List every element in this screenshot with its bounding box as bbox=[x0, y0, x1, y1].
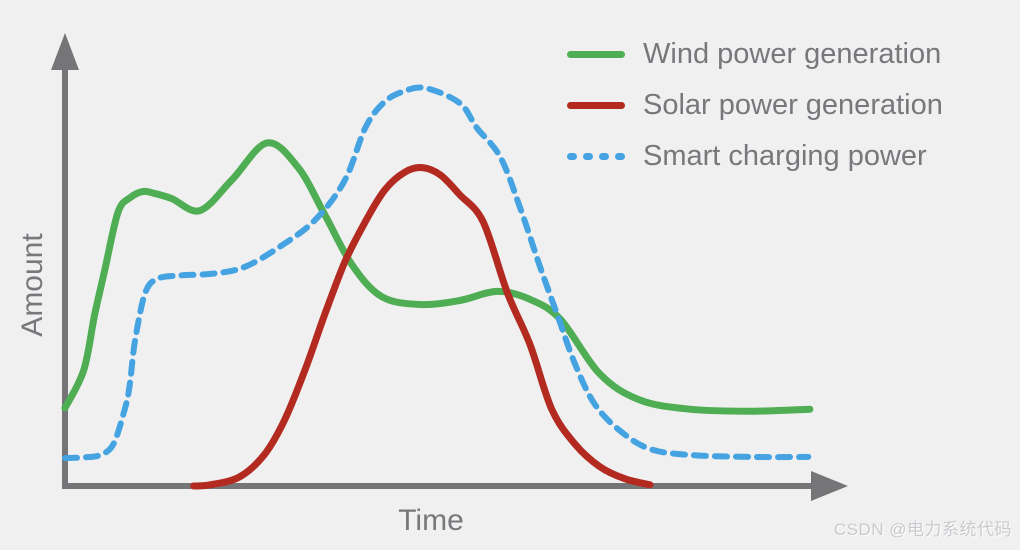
legend: Wind power generation Solar power genera… bbox=[567, 37, 943, 190]
x-axis-label: Time bbox=[398, 504, 464, 537]
legend-label-wind: Wind power generation bbox=[643, 37, 942, 70]
legend-item-charging: Smart charging power bbox=[567, 139, 943, 173]
watermark: CSDN @电力系统代码 bbox=[833, 520, 1012, 539]
legend-item-wind: Wind power generation bbox=[567, 37, 943, 71]
solar-line-swatch-icon bbox=[567, 101, 625, 109]
smart-charging-curve bbox=[62, 84, 812, 462]
wind-line-swatch-icon bbox=[567, 50, 625, 58]
legend-label-charging: Smart charging power bbox=[643, 139, 927, 172]
solar-power-curve bbox=[190, 163, 654, 490]
y-axis-arrow-icon bbox=[51, 33, 79, 70]
legend-item-solar: Solar power generation bbox=[567, 88, 943, 122]
axes bbox=[51, 33, 848, 501]
wind-power-curve bbox=[61, 139, 814, 415]
charging-dashed-swatch-icon bbox=[567, 152, 625, 160]
x-axis-arrow-icon bbox=[811, 471, 848, 501]
y-axis-label: Amount bbox=[16, 233, 49, 337]
legend-label-solar: Solar power generation bbox=[643, 88, 943, 121]
